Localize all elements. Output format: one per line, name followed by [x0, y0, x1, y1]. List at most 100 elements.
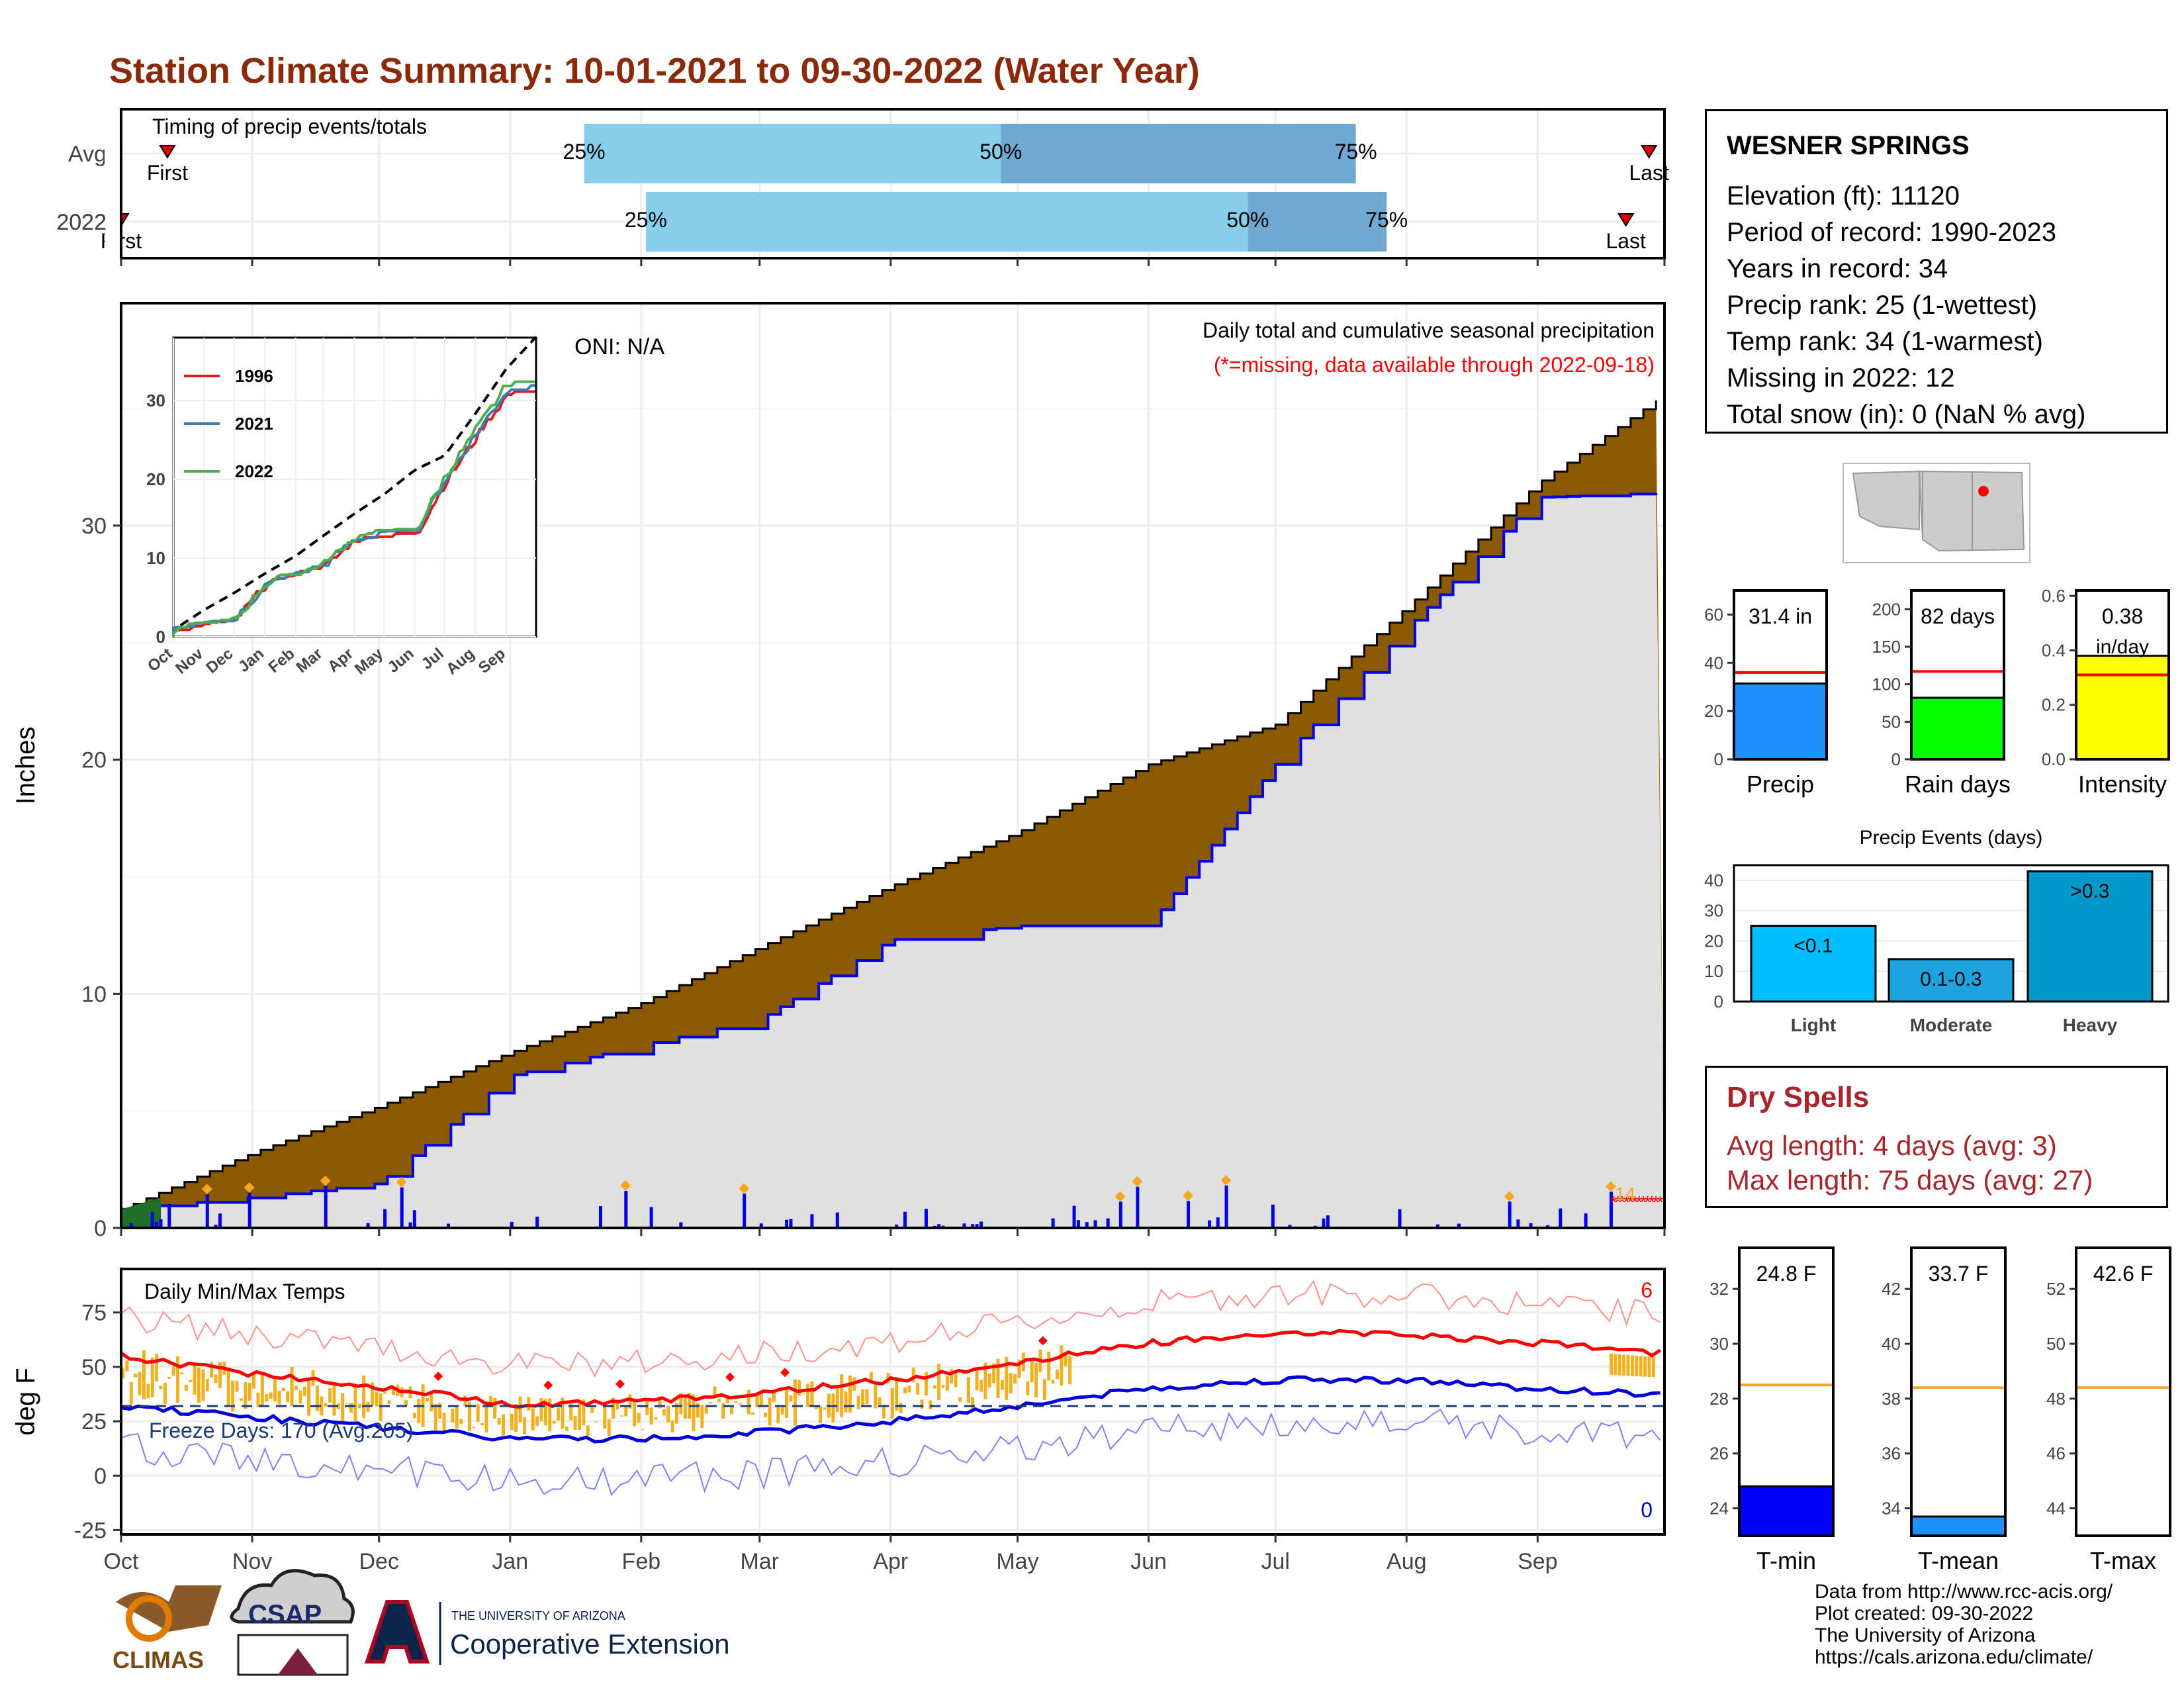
temp-summary-ytick-label: 38 — [1882, 1389, 1901, 1409]
daily-temp-bar — [882, 1405, 886, 1419]
daily-temp-bar — [797, 1380, 801, 1395]
daily-temp-bar — [518, 1396, 522, 1423]
freeze-days-label: Freeze Days: 170 (Avg:205) — [149, 1419, 414, 1442]
daily-temp-bar — [273, 1380, 277, 1401]
daily-temp-bar — [768, 1397, 772, 1426]
month-label: Nov — [232, 1549, 272, 1574]
missing-day-marker: * — [1644, 1192, 1651, 1212]
precip-missing-note: (*=missing, data available through 2022-… — [1214, 353, 1655, 377]
credit-source: Data from http://www.rcc-acis.org/ — [1815, 1581, 2113, 1603]
events-ytick-label: 30 — [1704, 901, 1723, 921]
daily-temp-bar — [129, 1382, 133, 1405]
daily-precip-bar — [408, 1222, 412, 1228]
temp-summary-ytick-label: 24 — [1709, 1499, 1729, 1519]
inset-year-line — [172, 380, 535, 637]
last-event-label: Last — [1629, 161, 1669, 185]
month-label: Apr — [873, 1549, 908, 1574]
station-period: Period of record: 1990-2023 — [1727, 218, 2057, 247]
daily-temp-bar — [966, 1377, 970, 1403]
last-event-marker — [1617, 213, 1635, 227]
daily-temp-bar — [281, 1387, 285, 1391]
summary-ytick-label: 60 — [1704, 604, 1723, 624]
summary-value-label: 31.4 in — [1749, 604, 1812, 628]
temp-summary-plot-area — [1911, 1248, 2005, 1536]
daily-temp-bar — [764, 1412, 768, 1417]
daily-precip-bar — [150, 1212, 154, 1228]
daily-temp-bar — [472, 1427, 476, 1429]
daily-precip-bar — [895, 1224, 899, 1228]
precip-ytick-label: 10 — [81, 982, 107, 1007]
daily-temp-bar — [641, 1429, 645, 1430]
events-ytick-label: 0 — [1714, 992, 1723, 1011]
temperature-panel: Daily Min/Max Temps Freeze Days: 170 (Avg… — [11, 1268, 1666, 1574]
daily-precip-bar — [598, 1205, 602, 1228]
missing-day-marker: * — [1640, 1192, 1647, 1212]
daily-precip-bar — [1118, 1201, 1122, 1228]
daily-temp-bar — [874, 1383, 878, 1409]
summary-ytick-label: 0.2 — [2042, 695, 2066, 715]
daily-temp-bar — [1026, 1381, 1030, 1395]
daily-precip-bar — [214, 1225, 218, 1228]
month-label: Oct — [104, 1549, 139, 1574]
temp-summary-name: T-mean — [1918, 1547, 1999, 1574]
daily-temp-bar — [679, 1393, 683, 1415]
missing-day-marker: * — [1631, 1192, 1638, 1212]
daily-temp-bar — [522, 1417, 526, 1434]
daily-temp-bar — [552, 1421, 556, 1424]
daily-precip-bar — [962, 1223, 966, 1228]
temp-summary-ytick-label: 26 — [1709, 1444, 1729, 1464]
event-category-label: Light — [1791, 1015, 1836, 1035]
precip-ylabel: Inches — [11, 727, 40, 805]
summary-ytick-label: 50 — [1882, 712, 1901, 731]
timing-bar-50-75 — [1001, 124, 1356, 183]
daily-temp-bar — [535, 1416, 539, 1427]
month-label: Jan — [492, 1549, 528, 1574]
daily-precip-bar — [1051, 1218, 1055, 1228]
daily-temp-bar — [210, 1362, 214, 1378]
daily-precip-bar — [759, 1223, 763, 1228]
station-missing: Missing in 2022: 12 — [1727, 363, 1955, 393]
month-label: Jul — [1261, 1549, 1289, 1574]
daily-temp-bar — [565, 1426, 569, 1431]
station-temp-rank: Temp rank: 34 (1-warmest) — [1727, 327, 2043, 356]
daily-temp-bar — [755, 1393, 759, 1408]
last-event-label: Last — [1606, 229, 1646, 253]
summary-value-label: 0.38 — [2102, 604, 2143, 628]
missing-day-marker: * — [1627, 1192, 1634, 1212]
daily-precip-bar — [205, 1194, 209, 1228]
daily-temp-bar — [1005, 1356, 1009, 1400]
inset-legend-label: 2021 — [235, 414, 273, 434]
daily-temp-bar — [328, 1387, 332, 1403]
temp-summary-bar — [1910, 1515, 2007, 1537]
average-min-line — [120, 1375, 1661, 1444]
daily-precip-bar — [383, 1209, 387, 1228]
record-high-marker — [543, 1380, 553, 1390]
daily-temp-bar — [975, 1367, 979, 1391]
daily-temp-bar — [302, 1386, 306, 1396]
daily-precip-bar — [785, 1219, 789, 1228]
daily-temp-bar — [476, 1404, 480, 1422]
summary-bar-charts: 31.4 in 0 20 40 60 Precip 82 days 0 50 100 150 200 R… — [1704, 586, 2170, 798]
daily-temp-bar — [527, 1397, 531, 1411]
daily-temp-bar — [793, 1379, 797, 1426]
daily-precip-bar — [1271, 1204, 1275, 1228]
daily-temp-bar — [1000, 1380, 1004, 1390]
daily-temp-bar — [324, 1403, 328, 1407]
heavy-event-marker — [1605, 1181, 1616, 1192]
daily-temp-bar — [569, 1403, 573, 1421]
daily-precip-bar — [810, 1214, 814, 1228]
daily-temp-bar — [1651, 1357, 1655, 1378]
record-high-marker — [433, 1372, 443, 1382]
daily-temp-bar — [150, 1357, 154, 1397]
month-label: Aug — [1387, 1549, 1427, 1574]
ua-name-text: THE UNIVERSITY OF ARIZONA — [451, 1609, 625, 1622]
daily-temp-bar — [907, 1385, 911, 1393]
daily-temp-bar — [890, 1387, 894, 1419]
daily-temp-bar — [433, 1404, 437, 1430]
daily-temp-bar — [1055, 1370, 1059, 1380]
daily-precip-bar — [324, 1186, 328, 1228]
daily-temp-bar — [286, 1391, 290, 1403]
daily-precip-bar — [1322, 1218, 1326, 1228]
summary-frame — [1733, 589, 1828, 761]
daily-temp-bar — [146, 1383, 150, 1399]
